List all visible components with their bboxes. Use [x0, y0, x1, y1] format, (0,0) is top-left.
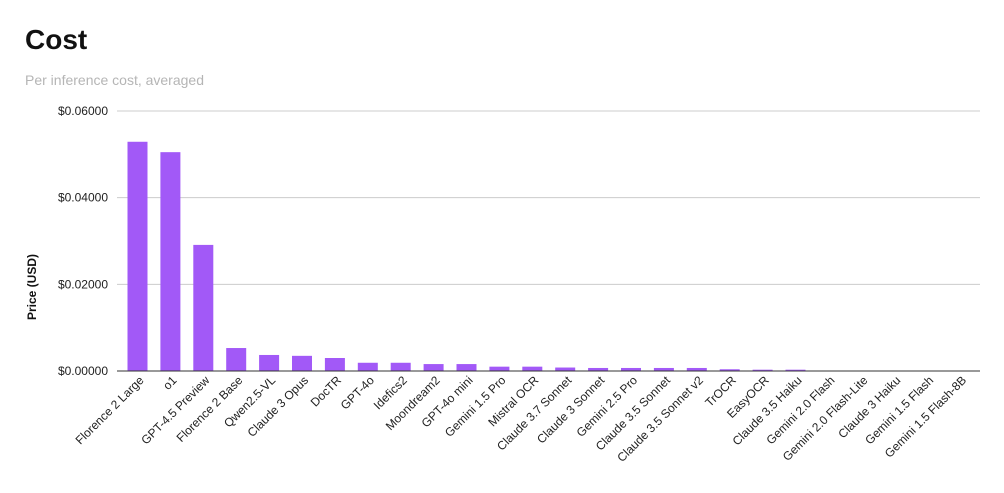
- chart-subtitle: Per inference cost, averaged: [25, 72, 204, 88]
- bar: [160, 152, 181, 371]
- y-axis-label: Price (USD): [25, 254, 39, 320]
- x-tick-label: Florence 2 Large: [73, 373, 147, 447]
- bar: [752, 369, 773, 371]
- gridlines: [117, 110, 980, 285]
- bar: [522, 366, 543, 371]
- y-tick-label: $0.00000: [58, 364, 108, 378]
- bar: [489, 366, 510, 371]
- y-tick-label: $0.02000: [58, 277, 108, 291]
- bar: [653, 367, 674, 371]
- bar: [259, 354, 280, 371]
- bar: [719, 369, 740, 371]
- bar: [292, 355, 312, 371]
- bar: [621, 367, 641, 371]
- chart-title: Cost: [25, 24, 88, 55]
- bars: [127, 141, 970, 371]
- bar: [390, 362, 411, 371]
- bar: [324, 358, 345, 371]
- x-tick-label: o1: [160, 373, 180, 393]
- bar: [456, 364, 477, 371]
- bar: [193, 244, 214, 371]
- bar: [785, 369, 806, 371]
- bar: [555, 367, 576, 371]
- bar: [423, 364, 444, 371]
- bar: [686, 367, 707, 371]
- y-axis-ticks: $0.00000 $0.02000 $0.04000 $0.06000: [58, 104, 108, 378]
- y-tick-label: $0.06000: [58, 104, 108, 118]
- bar: [127, 141, 148, 371]
- y-tick-label: $0.04000: [58, 191, 108, 205]
- bar: [357, 362, 378, 371]
- bar: [226, 348, 247, 371]
- x-tick-label: GPT-4o: [338, 373, 377, 412]
- bar: [588, 367, 609, 371]
